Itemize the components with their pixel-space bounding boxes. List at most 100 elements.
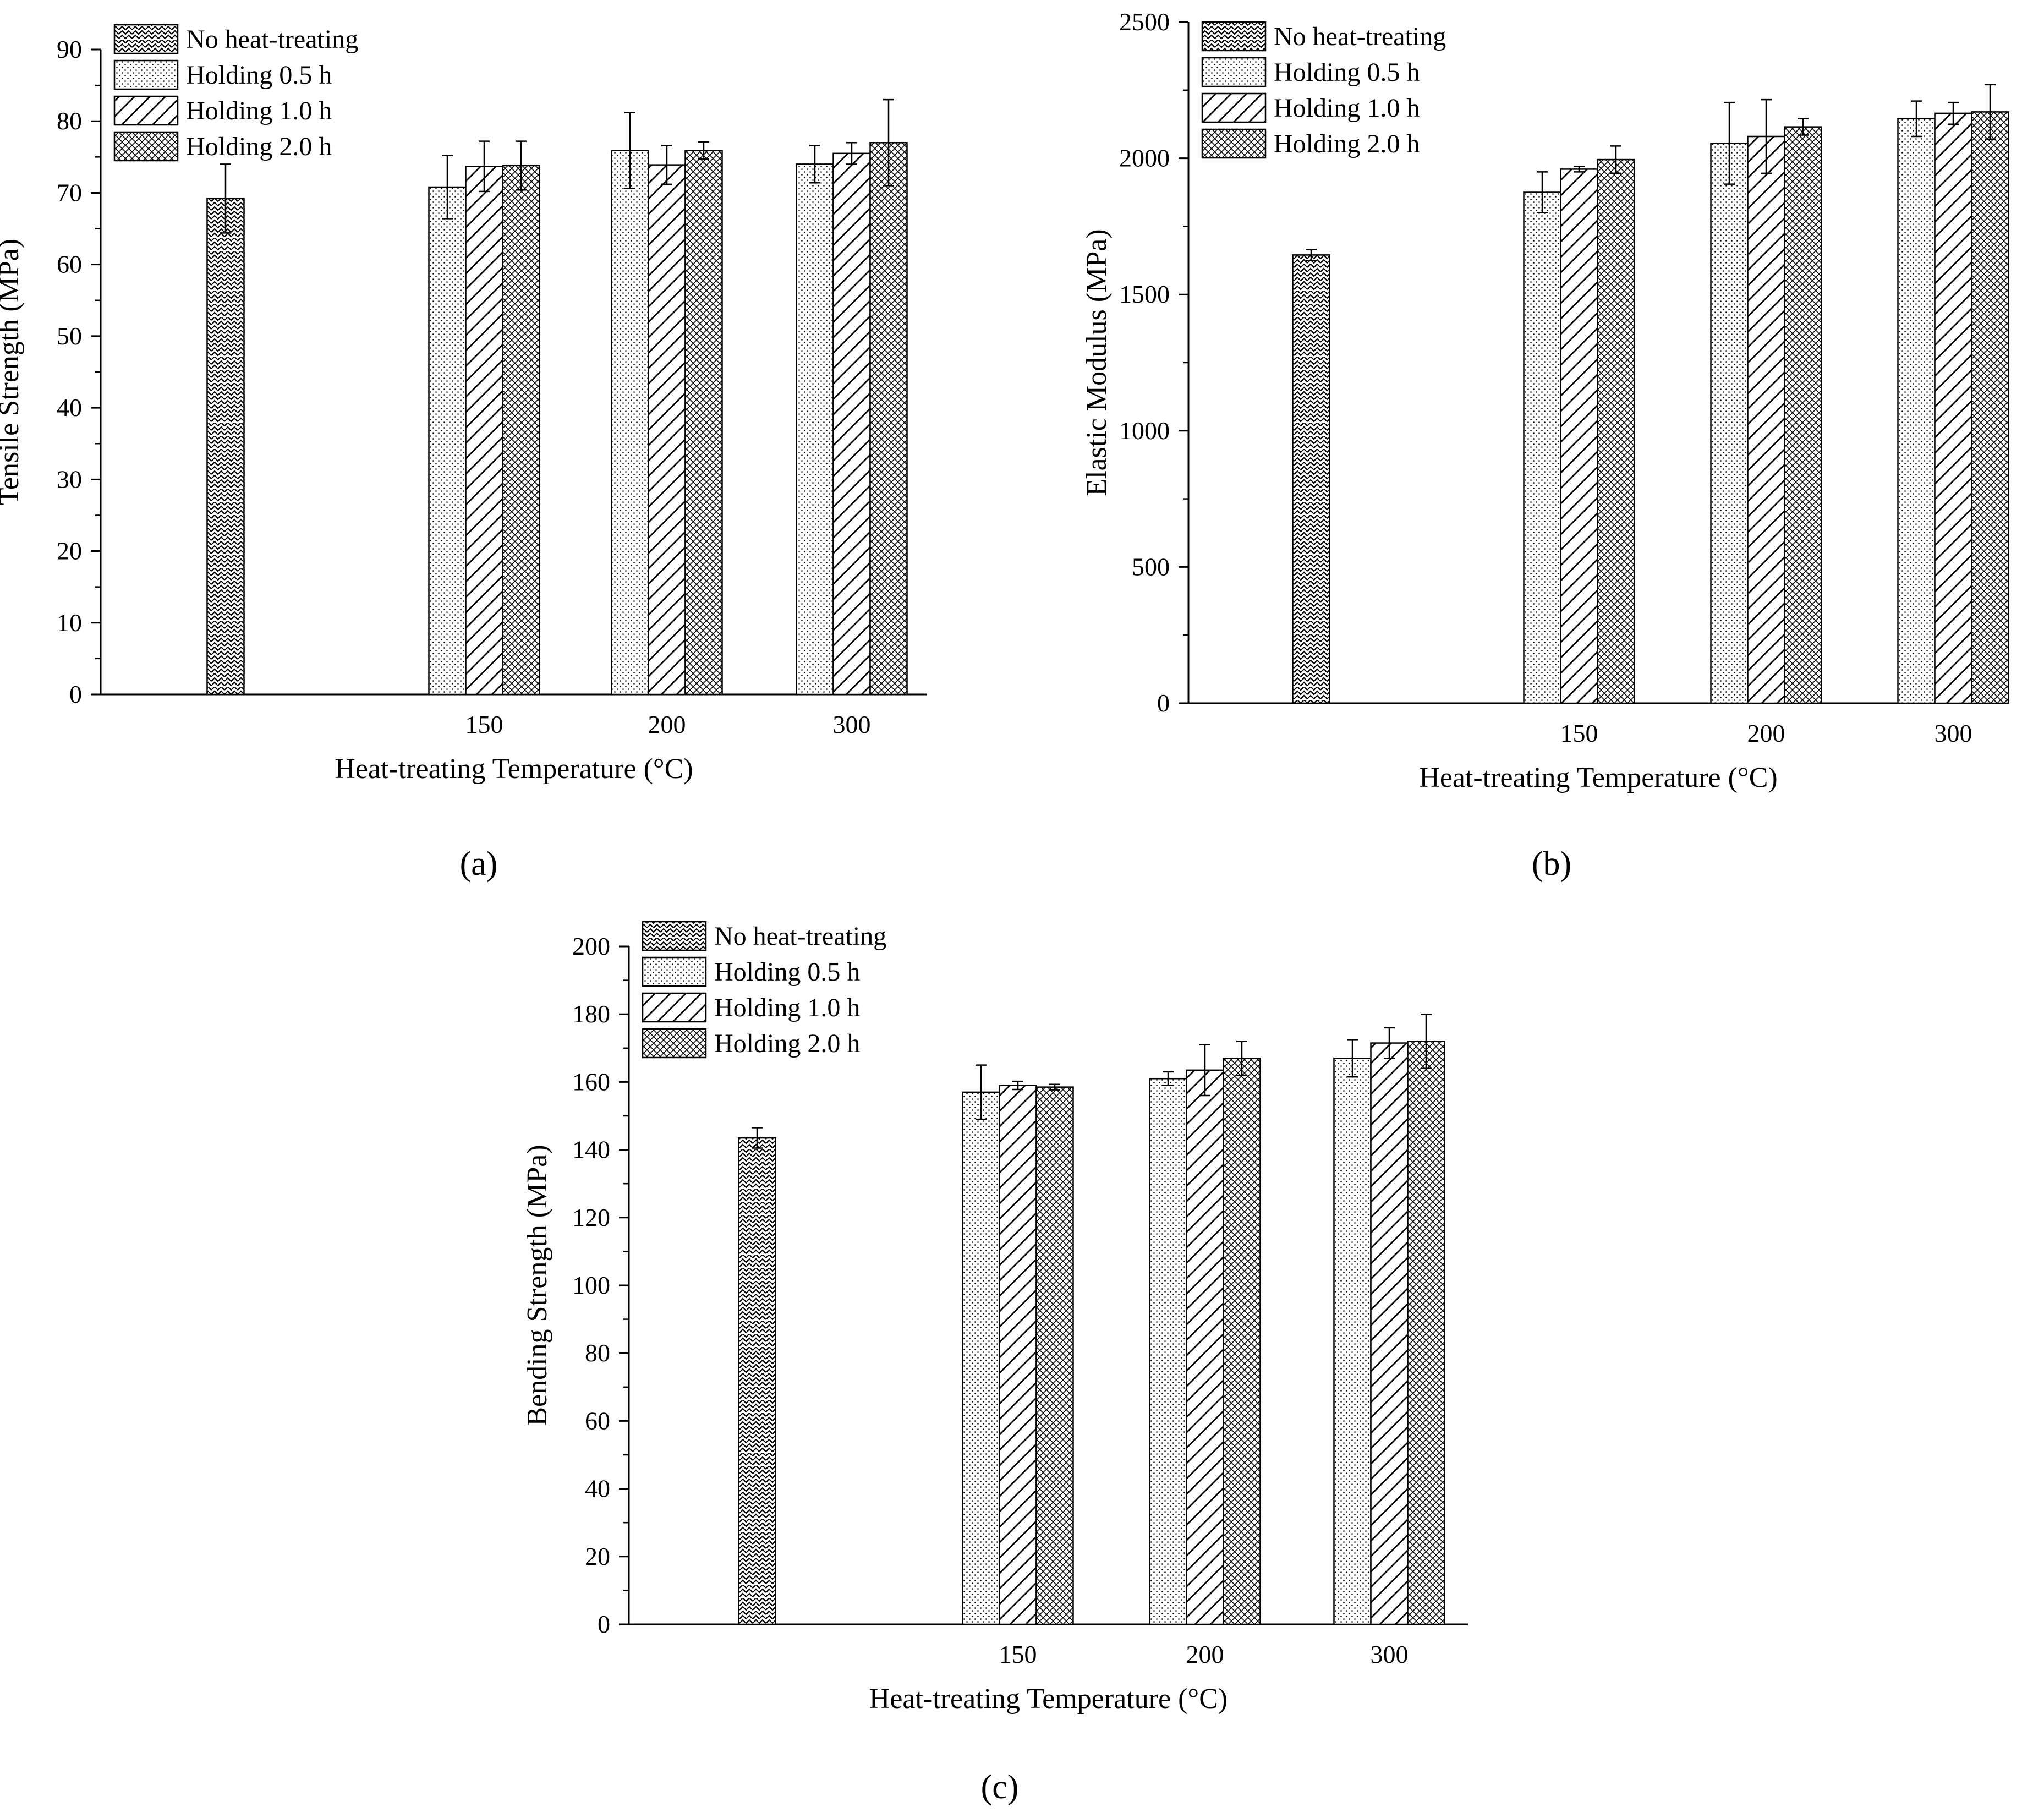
x-tick-label: 150 — [999, 1640, 1037, 1668]
bar — [428, 186, 467, 696]
y-tick-label: 100 — [572, 1271, 610, 1299]
y-axis-title: Bending Strength (MPa) — [522, 1145, 553, 1426]
y-tick-label: 140 — [572, 1136, 610, 1164]
y-tick-label: 90 — [57, 35, 82, 63]
bar — [465, 166, 503, 696]
y-tick-label: 60 — [57, 250, 82, 278]
x-tick-label: 300 — [833, 710, 871, 738]
legend-swatch — [1201, 128, 1267, 159]
bar — [738, 1137, 776, 1625]
y-tick-label: 0 — [598, 1610, 610, 1638]
chart-panel-1: 0 10 20 30 40 50 60 70 80 90 Tensile Strength (MPa… — [0, 24, 927, 883]
bar — [1035, 1086, 1074, 1625]
x-tick-label: 150 — [1560, 719, 1598, 747]
bar — [1597, 158, 1635, 704]
legend-label: Holding 2.0 h — [1274, 129, 1420, 158]
legend-label: Holding 1.0 h — [1274, 94, 1420, 123]
y-tick-label: 50 — [57, 322, 82, 350]
bar — [962, 1091, 1000, 1625]
y-axis-title: Tensile Strength (MPa) — [0, 239, 25, 506]
legend-swatch — [1201, 57, 1267, 87]
legend-label: Holding 0.5 h — [1274, 58, 1420, 87]
y-tick-label: 500 — [1132, 552, 1170, 581]
bar — [869, 142, 908, 696]
y-tick-label: 1000 — [1119, 417, 1170, 445]
x-tick-label: 200 — [648, 710, 686, 738]
x-tick-label: 300 — [1935, 719, 1972, 747]
legend-swatch — [113, 59, 179, 90]
bar — [1223, 1058, 1261, 1625]
legend-label: No heat-treating — [186, 25, 358, 54]
bar — [684, 150, 723, 696]
bar — [1897, 118, 1936, 704]
bar — [999, 1085, 1037, 1625]
legend: No heat-treating Holding 0.5 h Holding 1.0… — [642, 921, 886, 1059]
bar — [1370, 1042, 1409, 1625]
legend-swatch — [642, 921, 707, 951]
bar — [1747, 135, 1785, 704]
bar — [796, 163, 834, 696]
y-tick-label: 80 — [585, 1339, 610, 1367]
y-tick-label: 60 — [585, 1406, 610, 1434]
legend-label: No heat-treating — [1274, 22, 1446, 51]
legend: No heat-treating Holding 0.5 h Holding 1.0… — [1201, 21, 1446, 159]
bar — [648, 164, 686, 696]
legend-label: Holding 2.0 h — [714, 1029, 860, 1058]
legend-label: No heat-treating — [714, 922, 886, 951]
y-tick-label: 2000 — [1119, 144, 1170, 172]
bar — [1523, 191, 1561, 704]
x-tick-label: 200 — [1747, 719, 1785, 747]
legend-swatch — [642, 1028, 707, 1059]
y-tick-label: 10 — [57, 609, 82, 637]
charts-layer: 0 10 20 30 40 50 60 70 80 90 Tensile Strength (MPa… — [0, 8, 2009, 1806]
legend-label: Holding 2.0 h — [186, 132, 332, 161]
bar — [1407, 1041, 1445, 1625]
bar — [502, 165, 540, 696]
chart-panel-3: 0 20 40 60 80 100 120 140 160 180 200 Bending Stren… — [522, 921, 1468, 1806]
legend-label: Holding 1.0 h — [714, 993, 860, 1022]
y-tick-label: 2500 — [1119, 8, 1170, 36]
legend-swatch — [113, 131, 179, 162]
bar — [206, 198, 245, 696]
y-tick-label: 200 — [572, 932, 610, 960]
legend-swatch — [1201, 21, 1267, 52]
bar — [1186, 1069, 1224, 1625]
bar — [1333, 1058, 1372, 1625]
y-tick-label: 1500 — [1119, 280, 1170, 308]
y-tick-label: 180 — [572, 1000, 610, 1028]
legend-swatch — [1201, 92, 1267, 123]
x-axis-title: Heat-treating Temperature (°C) — [869, 1683, 1228, 1715]
y-tick-label: 40 — [57, 393, 82, 421]
y-tick-label: 120 — [572, 1203, 610, 1231]
legend-swatch — [642, 992, 707, 1023]
legend-swatch — [113, 24, 179, 54]
x-tick-label: 150 — [465, 710, 503, 738]
legend-label: Holding 0.5 h — [714, 957, 860, 987]
legend-swatch — [642, 956, 707, 987]
bar — [832, 152, 871, 696]
y-tick-label: 80 — [57, 107, 82, 135]
bar — [1784, 126, 1822, 704]
chart-panel-2: 0 500 1000 1500 2000 2500 Elastic Modulus (MPa… — [1081, 8, 2009, 883]
panel-label: (b) — [1532, 845, 1571, 883]
y-tick-label: 0 — [69, 680, 82, 708]
bar — [1710, 143, 1749, 704]
legend-swatch — [113, 95, 179, 126]
y-tick-label: 70 — [57, 178, 82, 206]
y-tick-label: 40 — [585, 1475, 610, 1503]
bar — [1149, 1077, 1187, 1625]
x-tick-label: 300 — [1371, 1640, 1409, 1668]
y-tick-label: 20 — [57, 537, 82, 565]
x-axis-title: Heat-treating Temperature (°C) — [1419, 762, 1777, 793]
y-axis-title: Elastic Modulus (MPa) — [1081, 229, 1113, 496]
panel-label: (c) — [981, 1768, 1019, 1806]
y-tick-label: 30 — [57, 465, 82, 493]
legend: No heat-treating Holding 0.5 h Holding 1.0… — [113, 24, 358, 162]
bar — [1934, 112, 1972, 704]
y-tick-label: 160 — [572, 1067, 610, 1096]
bar — [611, 150, 649, 696]
bar — [1971, 111, 2009, 704]
panel-label: (a) — [460, 845, 498, 883]
legend-label: Holding 0.5 h — [186, 61, 332, 90]
